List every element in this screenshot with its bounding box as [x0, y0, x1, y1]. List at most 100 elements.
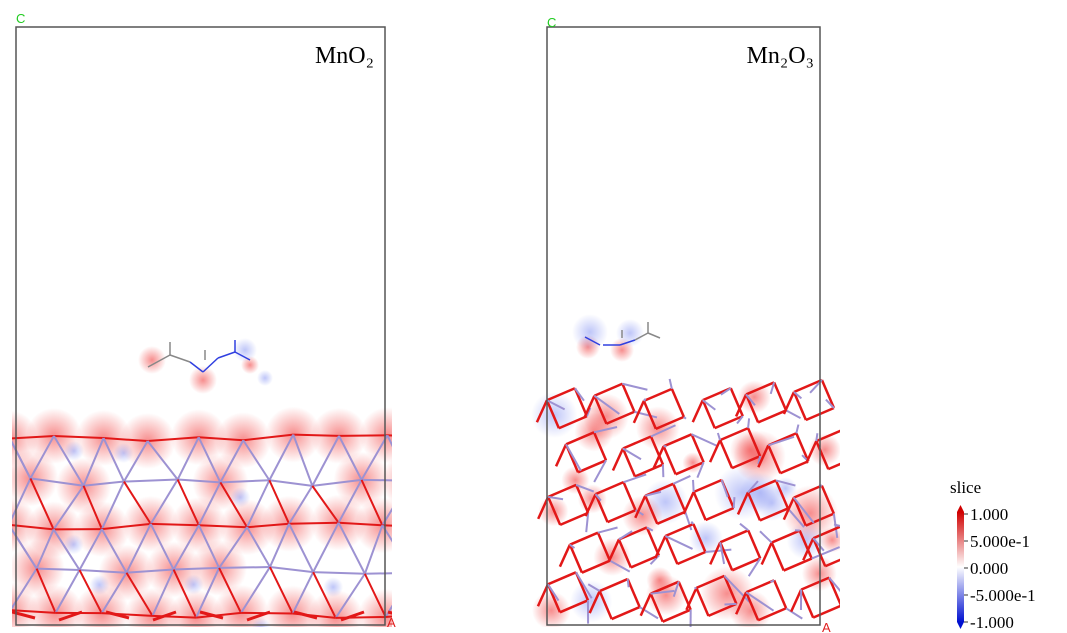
bond [37, 569, 80, 570]
bond [841, 526, 853, 554]
bond [796, 425, 798, 434]
panel-title: MnO₂ [315, 43, 374, 69]
bond [772, 543, 784, 571]
bond [365, 573, 413, 574]
bond [560, 545, 570, 567]
bond [774, 580, 786, 608]
bond [644, 399, 646, 401]
bond [774, 382, 786, 410]
density [189, 366, 217, 394]
bond [412, 573, 433, 614]
bond [784, 392, 794, 414]
bond [786, 608, 802, 618]
bond [853, 546, 860, 554]
bond [151, 524, 199, 525]
bond [796, 433, 808, 461]
bond [786, 410, 800, 418]
bond [289, 523, 339, 524]
axis-label: C [547, 15, 556, 30]
bond [813, 606, 841, 618]
bond [720, 530, 748, 542]
legend-title: slice [950, 478, 981, 497]
figure: MnO₂ Mn₂O₃ C C A A slice 1.000 5.000e-1 0.… [0, 0, 1067, 633]
bond [548, 572, 576, 584]
bond [598, 527, 618, 532]
bond [409, 481, 434, 528]
bond [613, 448, 623, 470]
bond [269, 480, 312, 486]
bond [844, 429, 856, 457]
structure-mn2o3 [531, 314, 877, 632]
legend-label: 0.000 [970, 559, 1008, 578]
bond [801, 590, 813, 618]
bond [718, 433, 720, 440]
colorbar [957, 512, 964, 622]
bond [556, 444, 566, 466]
bond [313, 572, 365, 574]
bond [170, 355, 190, 362]
bond [628, 579, 640, 607]
bond [648, 333, 660, 338]
bond [816, 433, 817, 441]
bond [694, 492, 706, 520]
bond [829, 578, 841, 606]
colorbar-arrow [957, 622, 964, 629]
axis-label: C [16, 11, 25, 26]
bond [693, 480, 694, 492]
bond [412, 571, 458, 573]
bond [635, 464, 663, 476]
bond [644, 389, 672, 401]
density [616, 319, 644, 347]
density [572, 314, 608, 350]
bond [748, 530, 760, 558]
bond [124, 480, 178, 482]
bond [760, 531, 772, 542]
bond [677, 552, 705, 564]
legend-label: 1.000 [970, 505, 1008, 524]
bond [684, 417, 686, 419]
bond [748, 418, 749, 428]
bond [791, 590, 801, 612]
density [740, 472, 780, 512]
bond [686, 588, 696, 610]
bond [724, 604, 736, 605]
bond [270, 567, 313, 572]
bond [628, 579, 629, 587]
legend-labels: 1.000 5.000e-1 0.000 -5.000e-1 -1.000 [964, 505, 1036, 632]
panel-title: Mn₂O₃ [747, 43, 814, 69]
bond [664, 446, 676, 474]
bond [672, 389, 684, 417]
axis-label: A [387, 615, 396, 630]
bond [387, 435, 433, 438]
bond [762, 543, 772, 565]
bond [841, 606, 859, 621]
bond [409, 481, 453, 485]
bond [570, 545, 582, 573]
bond [673, 476, 690, 484]
legend-label: 5.000e-1 [970, 532, 1030, 551]
bond [218, 352, 235, 358]
bond [693, 400, 703, 422]
bond [822, 380, 834, 408]
bond [293, 435, 339, 436]
bond [740, 524, 748, 531]
bond [612, 607, 640, 619]
bond [758, 410, 786, 422]
bond [665, 524, 693, 536]
bond [670, 379, 672, 389]
density [308, 590, 364, 633]
legend-label: -1.000 [970, 613, 1014, 632]
structure-mno2 [0, 338, 458, 633]
bond [734, 497, 735, 508]
bond [570, 533, 598, 545]
legend-label: -5.000e-1 [970, 586, 1036, 605]
bond [219, 567, 270, 568]
bond [655, 536, 665, 558]
density [257, 370, 273, 386]
bond [622, 384, 647, 390]
bond [856, 457, 877, 463]
axis-label: A [822, 620, 831, 633]
bond [339, 435, 387, 436]
density [233, 338, 257, 362]
colorbar-arrow [957, 505, 964, 512]
